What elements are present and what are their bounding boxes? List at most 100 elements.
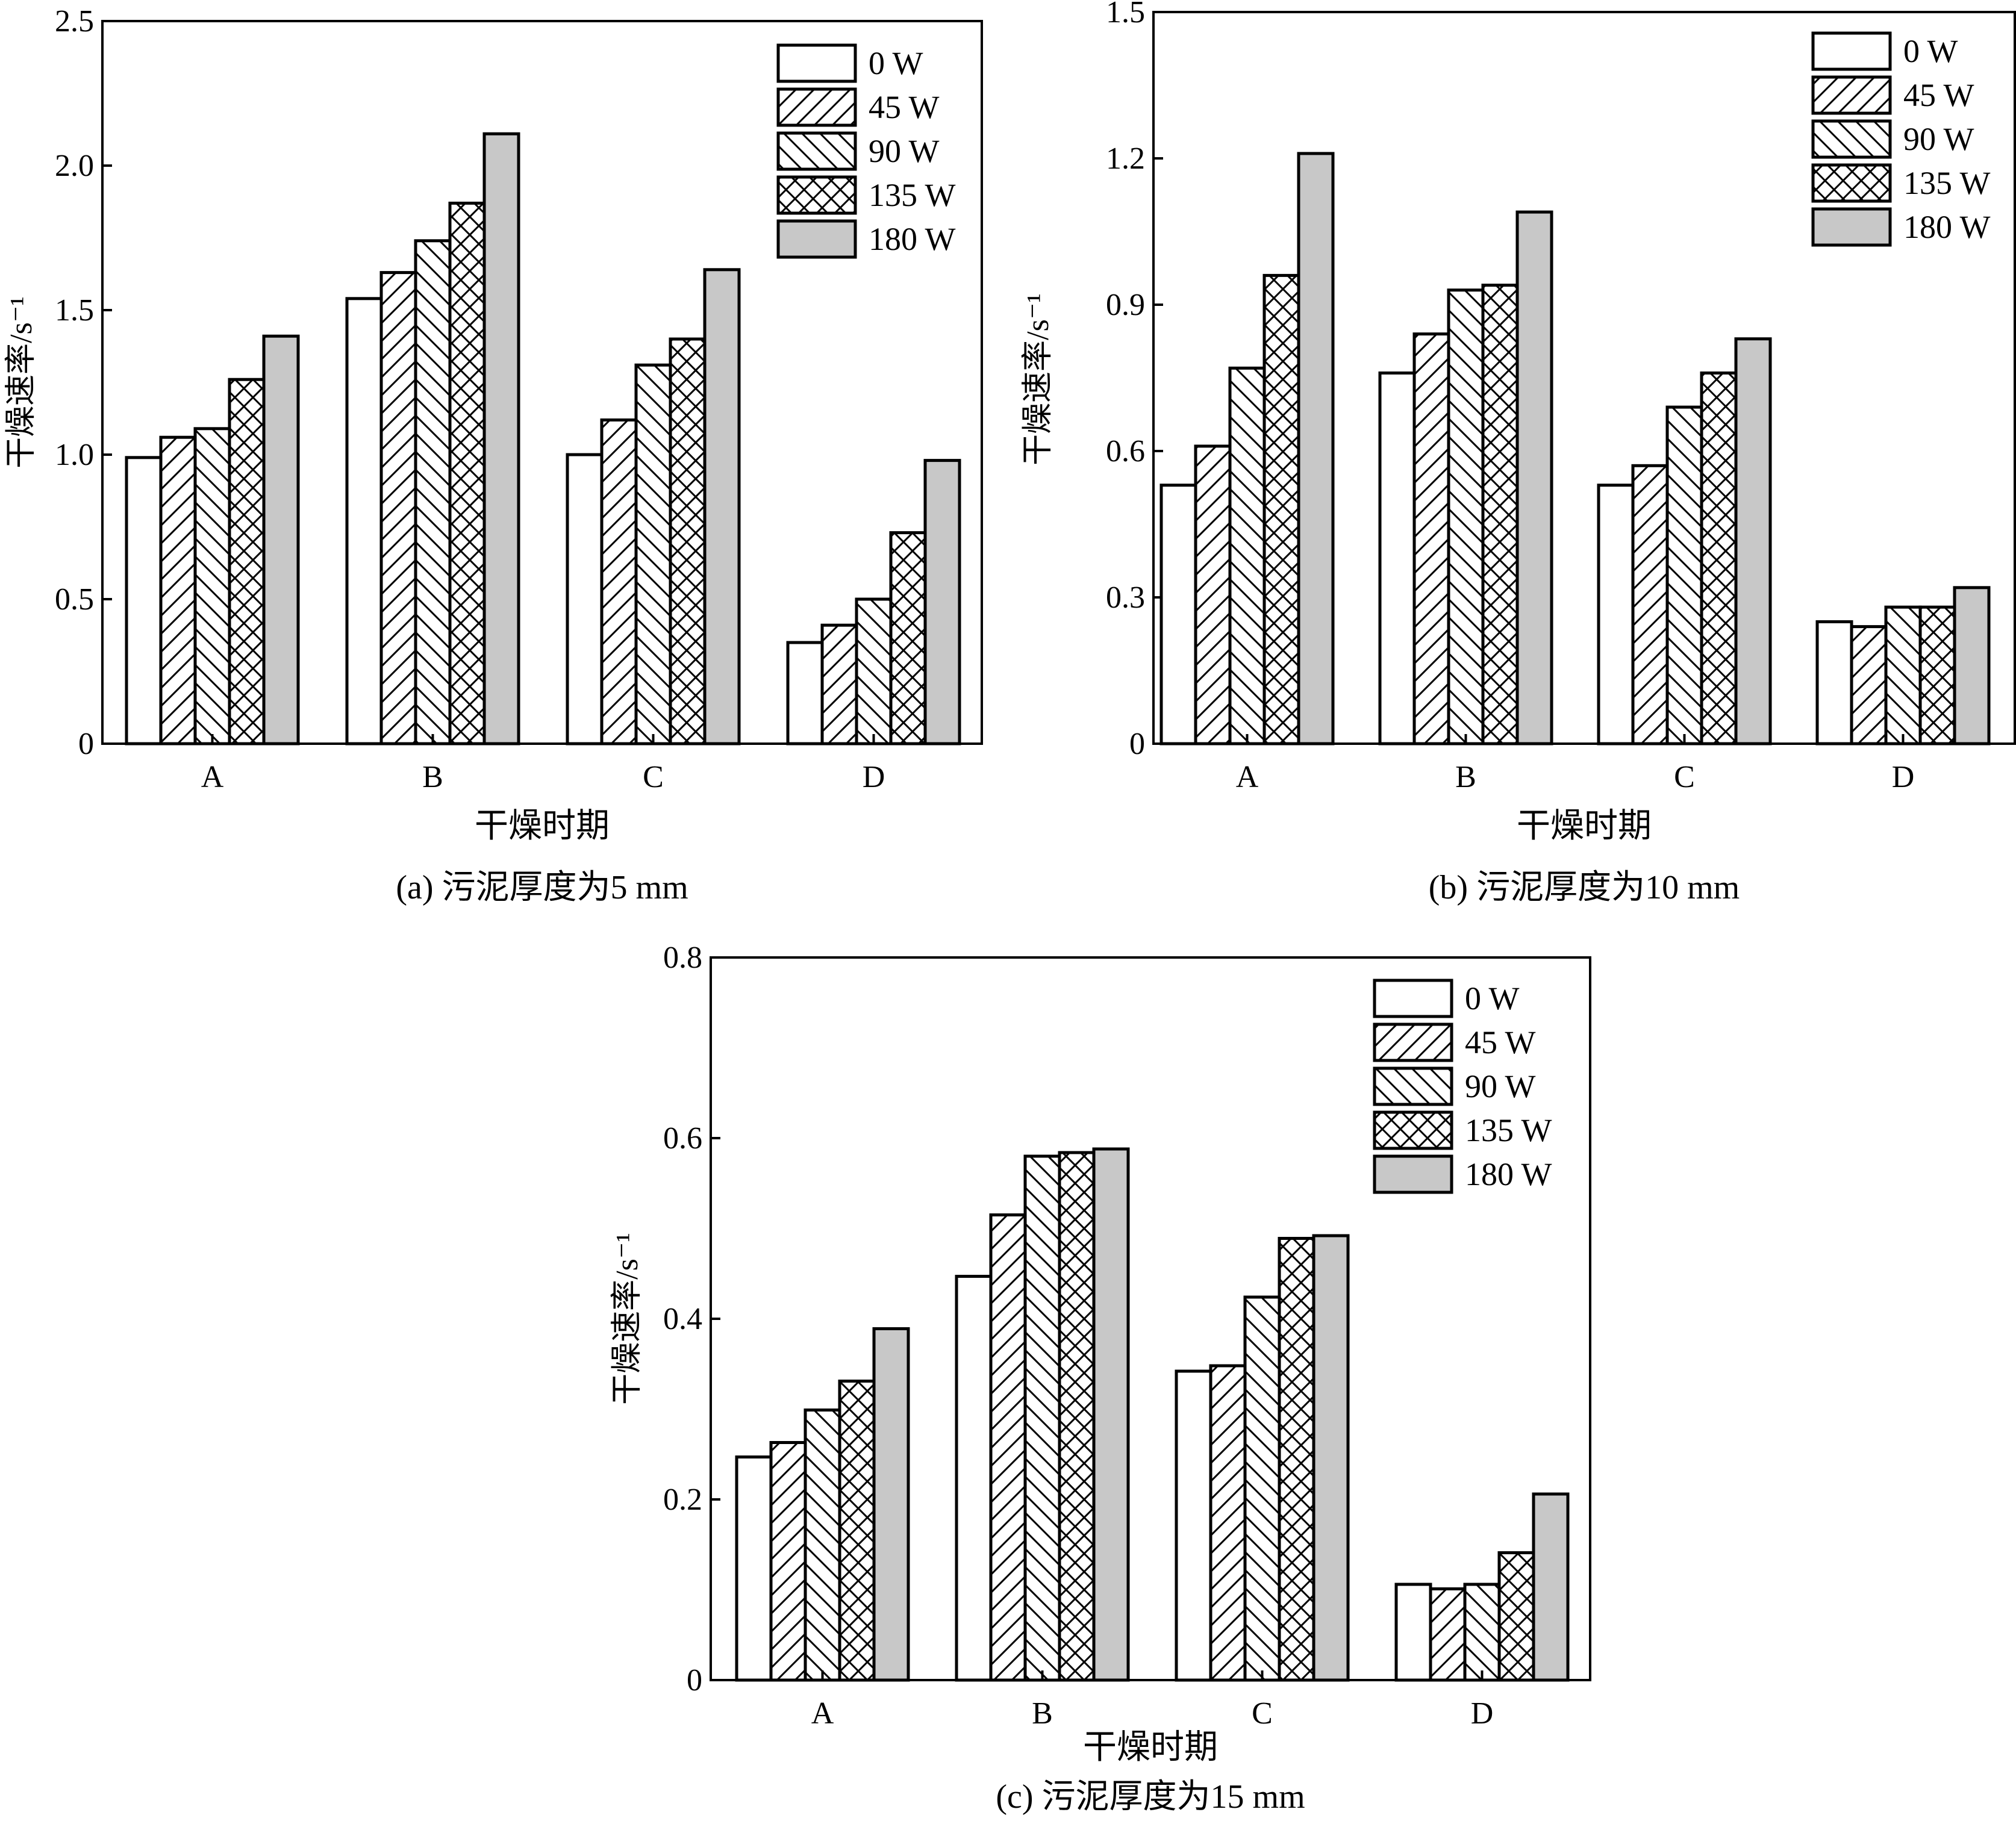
y-tick-label: 1.0: [55, 438, 94, 472]
bar-c-45w: [1631, 464, 1669, 746]
bar-c-135w: [669, 337, 707, 746]
bar-d-180w: [923, 459, 961, 746]
bar-d-0w: [786, 641, 824, 746]
x-axis-label: 干燥时期: [475, 808, 610, 845]
legend-swatch-0w: [776, 43, 857, 83]
legend-swatch-180w: [1373, 1154, 1453, 1194]
x-axis-ticks: A B C D: [201, 734, 885, 794]
legend-swatch-135w: [1811, 163, 1892, 203]
bar-group: [125, 132, 961, 746]
legend: 0 W 45 W 90 W 135 W 180 W: [776, 43, 956, 259]
legend-swatch-45w: [1373, 1023, 1453, 1062]
x-axis-label: 干燥时期: [1083, 1729, 1218, 1766]
bar-b-0w: [955, 1275, 993, 1682]
y-tick-label: 0.6: [663, 1121, 702, 1156]
bar-c-90w: [1243, 1295, 1281, 1682]
bar-b-0w: [1378, 371, 1416, 746]
x-tick-label-c: C: [643, 760, 664, 794]
y-tick-label: 0.6: [1106, 434, 1145, 468]
x-tick-label-a: A: [201, 760, 224, 794]
y-axis-label: 干燥速率/s⁻¹: [4, 296, 39, 468]
legend-label-0w: 0 W: [869, 45, 923, 81]
x-axis-ticks: A B C D: [1236, 734, 1915, 794]
legend-swatch-90w: [1373, 1066, 1453, 1106]
legend-label-90w: 90 W: [1903, 121, 1974, 157]
legend-swatch-90w: [776, 131, 857, 171]
bar-d-90w: [855, 597, 893, 746]
x-tick-label-c: C: [1674, 760, 1695, 794]
legend-label-45w: 45 W: [1903, 77, 1974, 113]
bar-c-0w: [1597, 484, 1635, 746]
panel-caption: (a) 污泥厚度为5 mm: [396, 869, 688, 906]
y-axis-ticks: 0 0.3 0.6 0.9 1.2 1.5: [1106, 0, 1163, 761]
bar-c-0w: [566, 453, 604, 746]
x-tick-label-d: D: [1471, 1696, 1494, 1731]
legend-swatch-135w: [1373, 1110, 1453, 1150]
x-tick-label-b: B: [422, 760, 443, 794]
bar-b-90w: [1447, 288, 1485, 746]
legend-swatch-45w: [776, 87, 857, 127]
y-axis-label: 干燥速率/s⁻¹: [610, 1233, 644, 1405]
x-tick-label-d: D: [1892, 760, 1915, 794]
bar-a-90w: [804, 1409, 841, 1682]
y-axis-label: 干燥速率/s⁻¹: [1021, 293, 1055, 465]
legend-label-0w: 0 W: [1903, 33, 1958, 69]
bar-d-135w: [1497, 1551, 1535, 1682]
y-tick-label: 1.2: [1106, 142, 1145, 176]
bar-d-180w: [1532, 1492, 1570, 1682]
legend-label-90w: 90 W: [1465, 1068, 1536, 1104]
legend-label-180w: 180 W: [1903, 209, 1991, 245]
bar-a-0w: [125, 456, 163, 746]
bar-d-90w: [1884, 605, 1922, 746]
legend-swatch-0w: [1811, 31, 1892, 71]
legend-swatch-135w: [776, 175, 857, 215]
bar-c-90w: [1665, 405, 1703, 746]
bar-a-135w: [1262, 273, 1300, 746]
legend-swatch-180w: [776, 219, 857, 259]
bar-a-90w: [193, 427, 231, 746]
bar-a-0w: [735, 1455, 773, 1682]
bar-c-135w: [1700, 371, 1738, 746]
legend-label-180w: 180 W: [1465, 1156, 1552, 1192]
bar-a-135w: [228, 378, 266, 746]
bar-d-90w: [1463, 1583, 1501, 1682]
legend-label-45w: 45 W: [1465, 1024, 1536, 1060]
bar-a-135w: [838, 1380, 876, 1682]
bar-b-0w: [345, 297, 383, 746]
legend: 0 W 45 W 90 W 135 W 180 W: [1811, 31, 1991, 247]
y-tick-label: 1.5: [1106, 0, 1145, 30]
plot-frame: [1152, 11, 2016, 745]
x-axis-label: 干燥时期: [1517, 808, 1652, 845]
bar-b-180w: [1092, 1147, 1130, 1682]
bar-d-45w: [1850, 625, 1888, 746]
x-tick-label-a: A: [1236, 760, 1259, 794]
y-tick-label: 0.2: [663, 1483, 702, 1517]
bar-a-180w: [872, 1327, 910, 1682]
plot-frame: [101, 20, 983, 745]
bar-b-90w: [414, 239, 452, 746]
bar-b-135w: [1481, 284, 1519, 746]
legend-label-180w: 180 W: [869, 221, 956, 257]
bar-b-180w: [1515, 210, 1553, 746]
chart-panel-c: 0 0.2 0.4 0.6 0.8 A B C D 0 W 45 W 90 W 135 W 180 W…: [610, 941, 1591, 1816]
bar-c-135w: [1278, 1237, 1315, 1682]
bar-c-180w: [1312, 1234, 1350, 1682]
bar-c-0w: [1175, 1369, 1212, 1682]
legend-label-45w: 45 W: [869, 89, 940, 125]
bar-a-180w: [1297, 152, 1335, 746]
y-tick-label: 0: [687, 1663, 702, 1698]
legend-label-90w: 90 W: [869, 133, 940, 169]
bar-c-45w: [1209, 1364, 1247, 1682]
chart-panel-a: 0 0.5 1.0 1.5 2.0 2.5 A B C D 0 W 45 W 90 W 135 W 18…: [4, 4, 983, 906]
x-axis-ticks: A B C D: [811, 1670, 1494, 1731]
bar-b-45w: [989, 1213, 1027, 1682]
y-tick-label: 0.8: [663, 941, 702, 975]
x-tick-label-d: D: [863, 760, 885, 794]
legend-label-135w: 135 W: [1465, 1112, 1552, 1148]
bar-b-135w: [1058, 1151, 1096, 1682]
bar-d-0w: [1394, 1583, 1432, 1682]
y-tick-label: 1.5: [55, 293, 94, 328]
y-tick-label: 0.4: [663, 1302, 702, 1336]
legend-label-0w: 0 W: [1465, 980, 1520, 1016]
